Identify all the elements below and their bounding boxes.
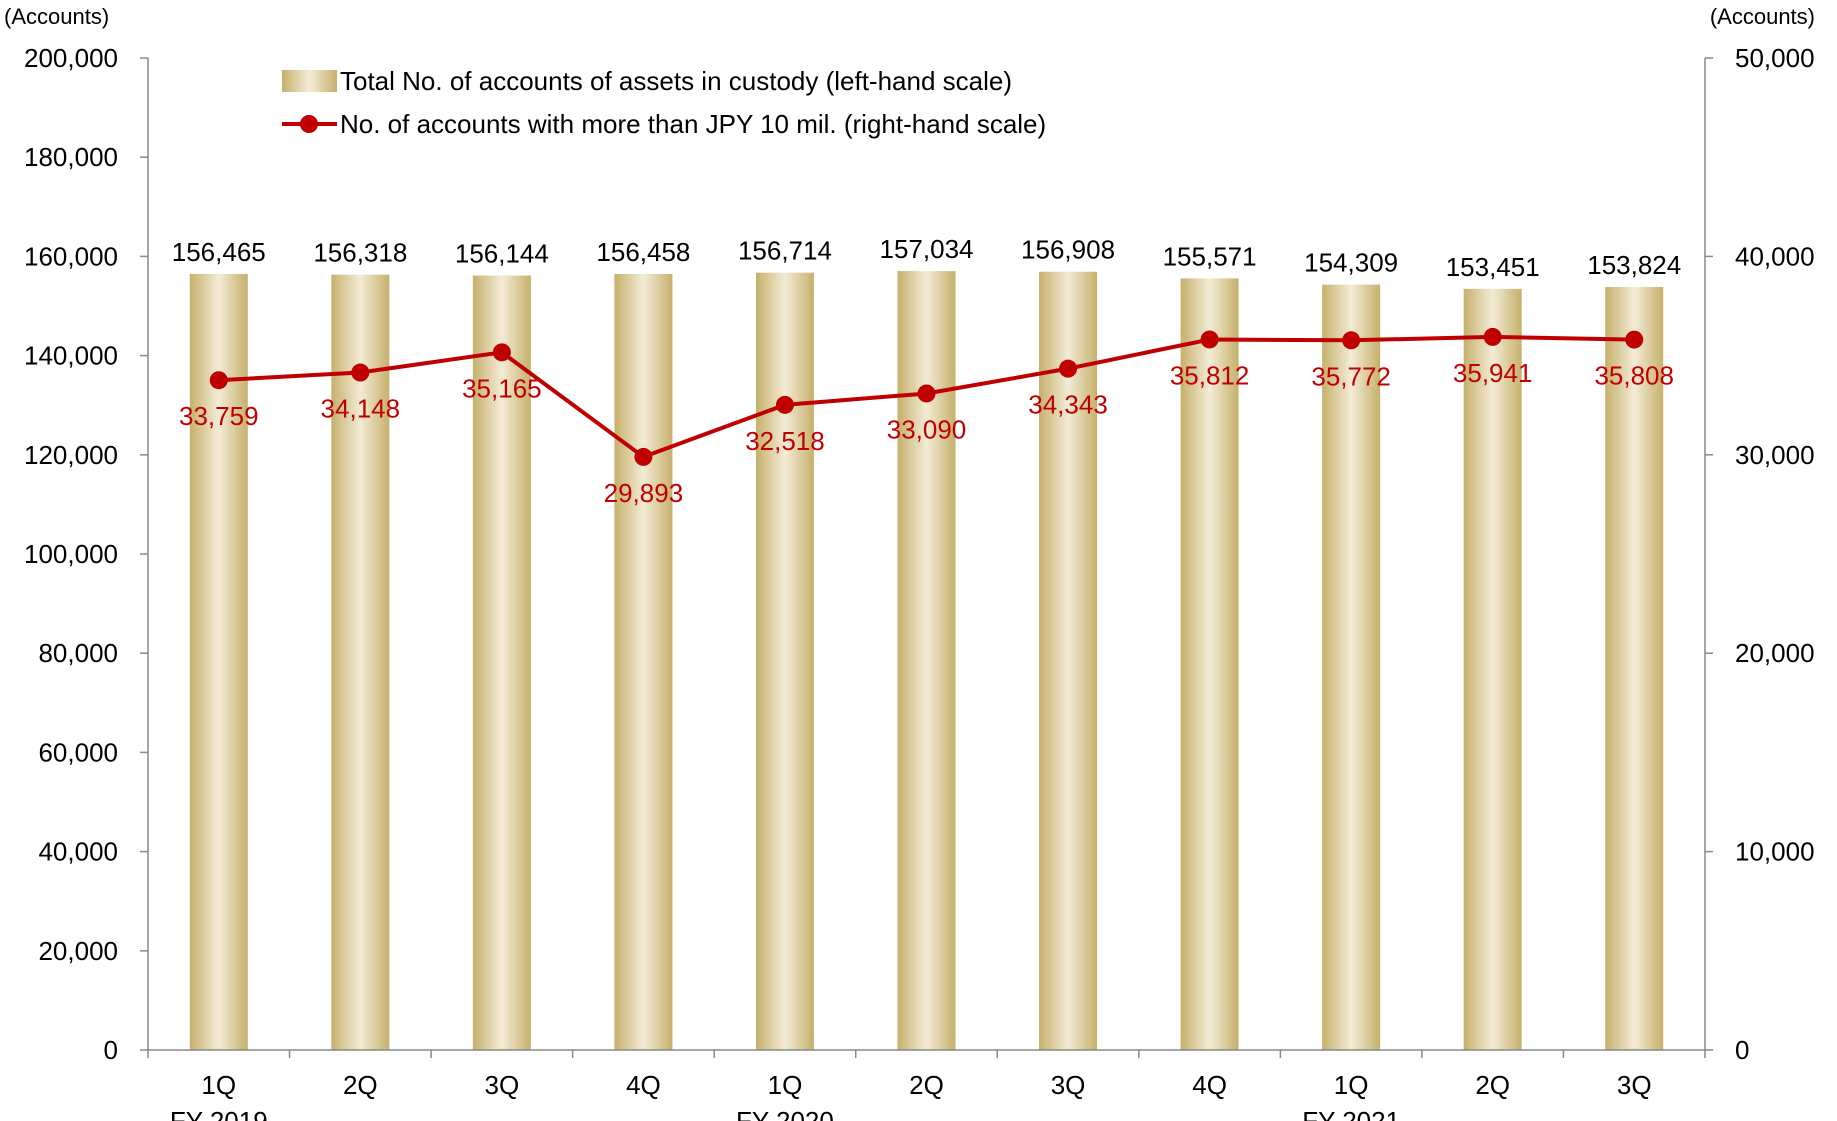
x-axis-ticks [147, 1050, 1706, 1058]
left-axis-tick-label: 200,000 [24, 43, 118, 73]
bar-value-label: 156,458 [596, 237, 690, 267]
line-point [1483, 327, 1502, 346]
bar-data-labels: 156,465 156,318 156,144 156,458 156,714 157,0… [172, 234, 1681, 282]
right-axis-unit-label: (Accounts) [1710, 4, 1815, 29]
bar-value-label: 153,824 [1587, 250, 1681, 280]
left-axis-tick-label: 180,000 [24, 142, 118, 172]
x-axis-category-label: 2Q [343, 1070, 378, 1100]
line-point [1625, 330, 1644, 349]
right-axis-tick-label: 0 [1735, 1035, 1749, 1065]
bar-value-label: 155,571 [1163, 241, 1257, 271]
line-value-label: 33,759 [179, 401, 259, 431]
bar-value-label: 156,465 [172, 237, 266, 267]
right-axis-tick-label: 50,000 [1735, 43, 1815, 73]
left-axis-tick-label: 40,000 [38, 837, 118, 867]
legend-bar-label: Total No. of accounts of assets in custo… [340, 66, 1012, 96]
x-axis-category-label: 2Q [909, 1070, 944, 1100]
left-axis-ticks: 0 20,000 40,000 60,000 80,000 100,000 120,000 1… [24, 43, 148, 1065]
left-axis-tick-label: 120,000 [24, 440, 118, 470]
line-value-label: 33,090 [887, 414, 967, 444]
bar-value-label: 156,144 [455, 239, 549, 269]
line-point [351, 363, 370, 382]
bar-value-label: 157,034 [880, 234, 974, 264]
x-axis-fiscal-year-label: FY 2021 [1302, 1106, 1400, 1121]
left-axis-tick-label: 160,000 [24, 241, 118, 271]
right-axis-tick-label: 40,000 [1735, 241, 1815, 271]
bar-value-label: 156,908 [1021, 235, 1115, 265]
x-axis-category-label: 4Q [1192, 1070, 1227, 1100]
line-value-label: 34,343 [1028, 390, 1108, 420]
bar-value-label: 154,309 [1304, 248, 1398, 278]
legend-bar-swatch [282, 70, 337, 92]
line-point [492, 343, 511, 362]
line-value-label: 34,148 [321, 394, 401, 424]
bar [1605, 287, 1664, 1050]
bar [1039, 271, 1098, 1050]
left-axis-tick-label: 60,000 [38, 737, 118, 767]
right-axis-tick-label: 20,000 [1735, 638, 1815, 668]
line-value-label: 35,941 [1453, 358, 1533, 388]
left-axis-tick-label: 140,000 [24, 341, 118, 371]
line-value-label: 35,808 [1594, 361, 1674, 391]
bar [331, 274, 390, 1050]
x-axis-category-label: 2Q [1475, 1070, 1510, 1100]
line-value-label: 35,165 [462, 373, 542, 403]
right-axis-tick-label: 30,000 [1735, 440, 1815, 470]
bar [755, 272, 814, 1050]
x-axis-fiscal-year-label: FY 2020 [736, 1106, 834, 1121]
line-point [1059, 359, 1078, 378]
line-point [917, 384, 936, 403]
bar-series [189, 271, 1664, 1051]
line-point [634, 447, 653, 466]
x-axis-category-label: 3Q [485, 1070, 520, 1100]
x-axis-category-label: 3Q [1051, 1070, 1086, 1100]
left-axis-unit-label: (Accounts) [4, 4, 109, 29]
line-point [1342, 331, 1361, 350]
bar-value-label: 156,318 [313, 238, 407, 268]
line-point [1200, 330, 1219, 349]
line-point [775, 395, 794, 414]
x-axis-category-label: 4Q [626, 1070, 661, 1100]
x-axis-category-label: 1Q [768, 1070, 803, 1100]
x-axis-category-label: 3Q [1617, 1070, 1652, 1100]
line-value-label: 32,518 [745, 426, 825, 456]
x-axis-category-label: 1Q [201, 1070, 236, 1100]
bar [189, 273, 248, 1050]
line-value-label: 35,812 [1170, 360, 1250, 390]
legend: Total No. of accounts of assets in custo… [282, 66, 1046, 139]
bar [472, 275, 531, 1050]
left-axis-tick-label: 100,000 [24, 539, 118, 569]
x-axis-fiscal-year-label: FY 2019 [170, 1106, 268, 1121]
bar [1463, 288, 1522, 1050]
right-axis-tick-label: 10,000 [1735, 837, 1815, 867]
line-value-label: 29,893 [604, 478, 684, 508]
line-points [209, 327, 1644, 466]
bar [1180, 278, 1239, 1051]
bar [1322, 284, 1381, 1051]
legend-line-label: No. of accounts with more than JPY 10 mi… [340, 109, 1046, 139]
left-axis-tick-label: 0 [104, 1035, 118, 1065]
line-value-label: 35,772 [1311, 361, 1391, 391]
line-data-labels: 33,759 34,148 35,165 29,893 32,518 33,090 34,3… [179, 358, 1674, 508]
bar [614, 273, 673, 1050]
line-point [209, 371, 228, 390]
x-axis-labels: 1Q FY 2019 2Q 3Q 4Q 1Q FY 2020 2Q 3Q 4Q 1Q FY 2021 2… [170, 1070, 1652, 1121]
left-axis-tick-label: 20,000 [38, 936, 118, 966]
legend-line-marker [300, 115, 318, 133]
x-axis-category-label: 1Q [1334, 1070, 1369, 1100]
bar-value-label: 153,451 [1446, 252, 1540, 282]
right-axis-ticks: 0 10,000 20,000 30,000 40,000 50,000 [1705, 43, 1815, 1065]
bar-value-label: 156,714 [738, 236, 832, 266]
left-axis-tick-label: 80,000 [38, 638, 118, 668]
